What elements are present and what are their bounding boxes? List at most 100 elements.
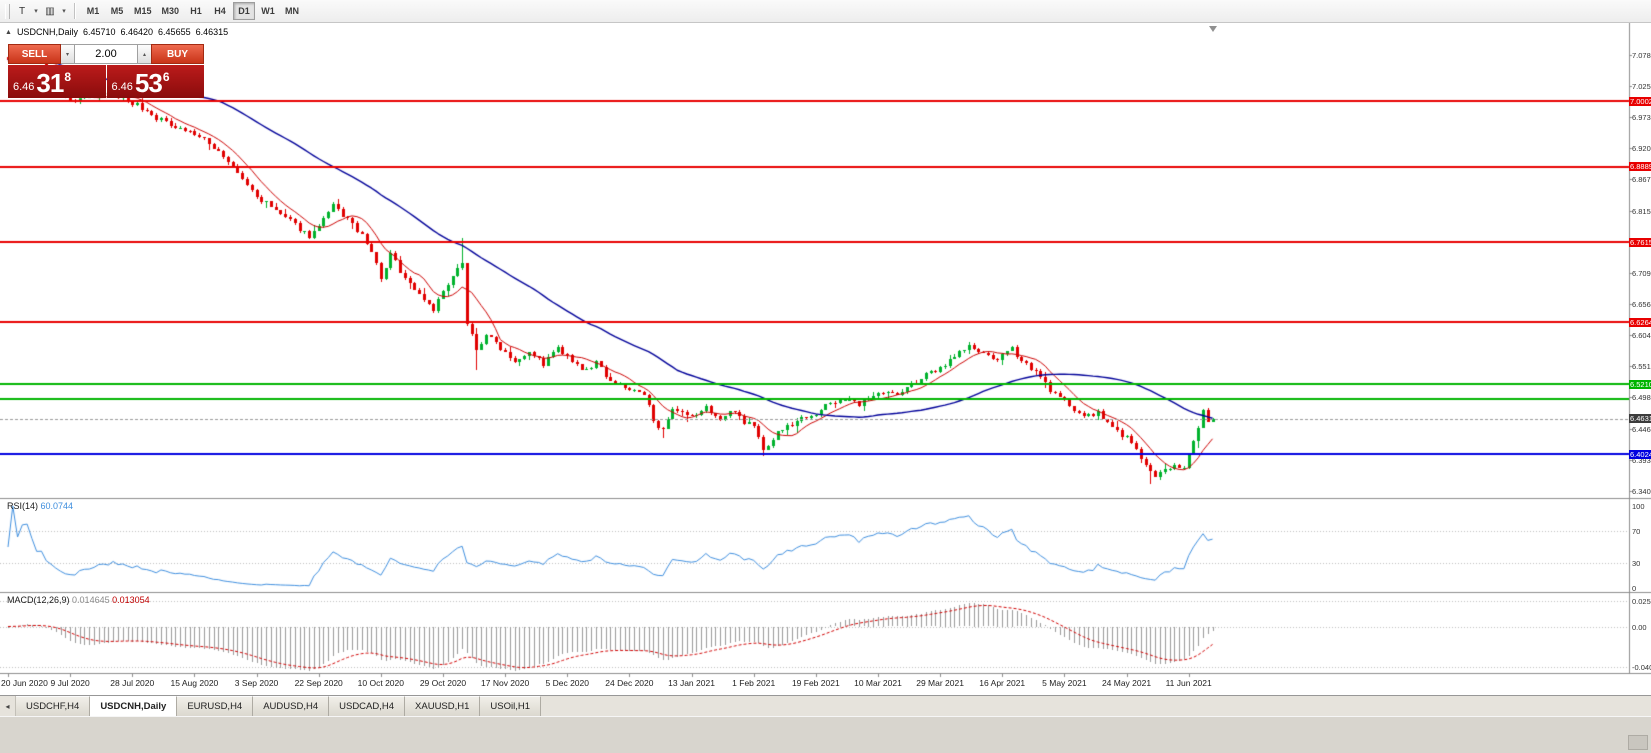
price-tick-label: 6.34075	[1632, 486, 1651, 496]
buy-price-box[interactable]: 6.46 53 6	[106, 65, 204, 98]
hline-price-label: 6.88897	[1629, 162, 1651, 172]
rsi-label: RSI(14) 60.0744	[7, 501, 74, 511]
sell-price-big: 31	[36, 68, 64, 98]
macd-main-value: 0.014645	[72, 595, 110, 605]
date-label: 15 Aug 2020	[170, 678, 219, 688]
date-label: 24 May 2021	[1101, 678, 1152, 688]
price-tick-label: 6.81505	[1632, 206, 1651, 216]
price-tick-label: 7.02585	[1632, 81, 1651, 91]
tab-usdcnh-daily[interactable]: USDCNH,Daily	[90, 696, 178, 716]
sell-price-prefix: 6.46	[13, 81, 35, 93]
timeframe-h1[interactable]: H1	[185, 2, 207, 20]
hline-price-label: 6.52108	[1629, 379, 1651, 389]
hline-price-label: 7.00029	[1629, 96, 1651, 106]
collapse-panel-icon[interactable]: ▲	[5, 28, 12, 36]
price-tick-label: 6.92045	[1632, 144, 1651, 154]
chart-plot[interactable]	[0, 23, 1651, 695]
price-tick-label: 7.07855	[1632, 50, 1651, 60]
template-dropdown-caret-icon[interactable]: ▾	[31, 2, 41, 21]
tab-eurusd-h4[interactable]: EURUSD,H4	[177, 696, 254, 716]
price-tick-label: 6.86775	[1632, 175, 1651, 185]
tab-usdchf-h4[interactable]: USDCHF,H4	[16, 696, 91, 716]
sell-price-sup: 8	[64, 70, 72, 84]
template-icon[interactable]: T	[13, 2, 31, 21]
date-label: 19 Feb 2021	[791, 678, 840, 688]
chart-type-dropdown-caret-icon[interactable]: ▾	[59, 2, 69, 21]
tab-usdcad-h4[interactable]: USDCAD,H4	[329, 696, 406, 716]
ohlc-open: 6.45710	[82, 27, 116, 37]
timeframe-m1[interactable]: M1	[82, 2, 104, 20]
sell-button[interactable]: SELL	[8, 44, 61, 64]
date-label: 1 Feb 2021	[732, 678, 776, 688]
buy-price-big: 53	[134, 68, 163, 98]
date-label: 11 Jun 2021	[1165, 678, 1212, 688]
toolbar-grip	[5, 3, 10, 19]
price-tick-label: 6.44615	[1632, 424, 1651, 434]
price-tick-label: 6.65695	[1632, 300, 1651, 309]
chart-type-icon[interactable]: ▥	[41, 2, 59, 21]
timeframe-mn[interactable]: MN	[281, 2, 303, 20]
tab-usoil-h1[interactable]: USOil,H1	[480, 696, 541, 716]
rsi-scale-label: 70	[1632, 526, 1641, 536]
rsi-scale-label: 100	[1632, 502, 1645, 511]
volume-input[interactable]	[74, 44, 138, 64]
chart-tabbar: ◂ USDCHF,H4 USDCNH,Daily EURUSD,H4 AUDUSD,H…	[0, 695, 1651, 716]
ohlc-header: ▲ USDCNH,Daily 6.45710 6.46420 6.45655 6…	[5, 27, 233, 37]
volume-increase-button[interactable]: ▴	[138, 44, 151, 64]
date-label: 9 Jul 2020	[50, 678, 90, 688]
macd-scale-label: -0.04068	[1632, 663, 1651, 673]
rsi-scale-label: 0	[1632, 584, 1637, 593]
current-price-label: 6.46315	[1629, 414, 1651, 424]
toolbar: T ▾ ▥ ▾ M1 M5 M15 M30 H1 H4 D1 W1 MN	[0, 0, 1651, 23]
resize-grip	[1628, 735, 1648, 750]
macd-signal-value: 0.013054	[112, 595, 150, 605]
date-label: 22 Sep 2020	[294, 678, 343, 688]
date-label: 20 Jun 2020	[1, 678, 48, 688]
price-tick-label: 6.49885	[1632, 393, 1651, 403]
ohlc-close: 6.46315	[195, 27, 229, 37]
price-tick-label: 6.60425	[1632, 331, 1651, 341]
timeframe-m15[interactable]: M15	[130, 2, 156, 20]
macd-scale-label: 0.00	[1632, 622, 1647, 632]
chart-window: ▲ USDCNH,Daily 6.45710 6.46420 6.45655 6…	[0, 23, 1651, 695]
chart-symbol: USDCNH,Daily	[16, 27, 78, 37]
rsi-scale-label: 30	[1632, 559, 1641, 569]
date-label: 24 Dec 2020	[605, 678, 654, 688]
timeframe-group: M1 M5 M15 M30 H1 H4 D1 W1 MN	[81, 2, 304, 20]
timeframe-d1[interactable]: D1	[233, 2, 256, 20]
one-click-trading-panel: SELL ▾ ▴ BUY 6.46 31 8 6.46 53 6	[8, 44, 204, 98]
sell-price-box[interactable]: 6.46 31 8	[8, 65, 106, 98]
status-strip	[0, 716, 1651, 753]
volume-decrease-button[interactable]: ▾	[61, 44, 74, 64]
date-label: 13 Jan 2021	[668, 678, 715, 688]
timeframe-m5[interactable]: M5	[106, 2, 128, 20]
buy-price-prefix: 6.46	[111, 81, 133, 93]
date-label: 3 Sep 2020	[234, 678, 279, 688]
date-label: 5 Dec 2020	[545, 678, 589, 688]
price-tick-label: 6.97315	[1632, 113, 1651, 123]
timeframe-h4[interactable]: H4	[209, 2, 231, 20]
buy-button[interactable]: BUY	[151, 44, 204, 64]
date-label: 10 Mar 2021	[854, 678, 902, 688]
tab-xauusd-h1[interactable]: XAUUSD,H1	[405, 696, 481, 716]
ohlc-low: 6.45655	[158, 27, 191, 37]
rsi-value: 60.0744	[40, 501, 74, 511]
timeframe-m30[interactable]: M30	[158, 2, 184, 20]
toolbar-separator	[74, 3, 76, 19]
date-label: 16 Apr 2021	[979, 678, 1026, 688]
date-label: 29 Mar 2021	[916, 678, 964, 688]
ohlc-high: 6.46420	[120, 27, 154, 37]
price-tick-label: 6.39345	[1632, 455, 1651, 465]
hline-price-label: 6.40244	[1629, 449, 1651, 459]
tab-audusd-h4[interactable]: AUDUSD,H4	[253, 696, 330, 716]
timeframe-w1[interactable]: W1	[257, 2, 279, 20]
price-tick-label: 6.55155	[1632, 362, 1651, 372]
time-axis[interactable]: 20 Jun 2020 9 Jul 2020 28 Jul 2020 15 Aug 2…	[0, 674, 1629, 695]
price-axis[interactable]: 7.07855 7.02585 6.97315 6.92045 6.86775 6.815…	[1629, 23, 1651, 695]
macd-label: MACD(12,26,9) 0.014645 0.013054	[7, 595, 150, 605]
date-label: 17 Nov 2020	[481, 678, 530, 688]
tab-scroll-left-icon[interactable]: ◂	[0, 696, 16, 716]
date-label: 28 Jul 2020	[110, 678, 155, 688]
